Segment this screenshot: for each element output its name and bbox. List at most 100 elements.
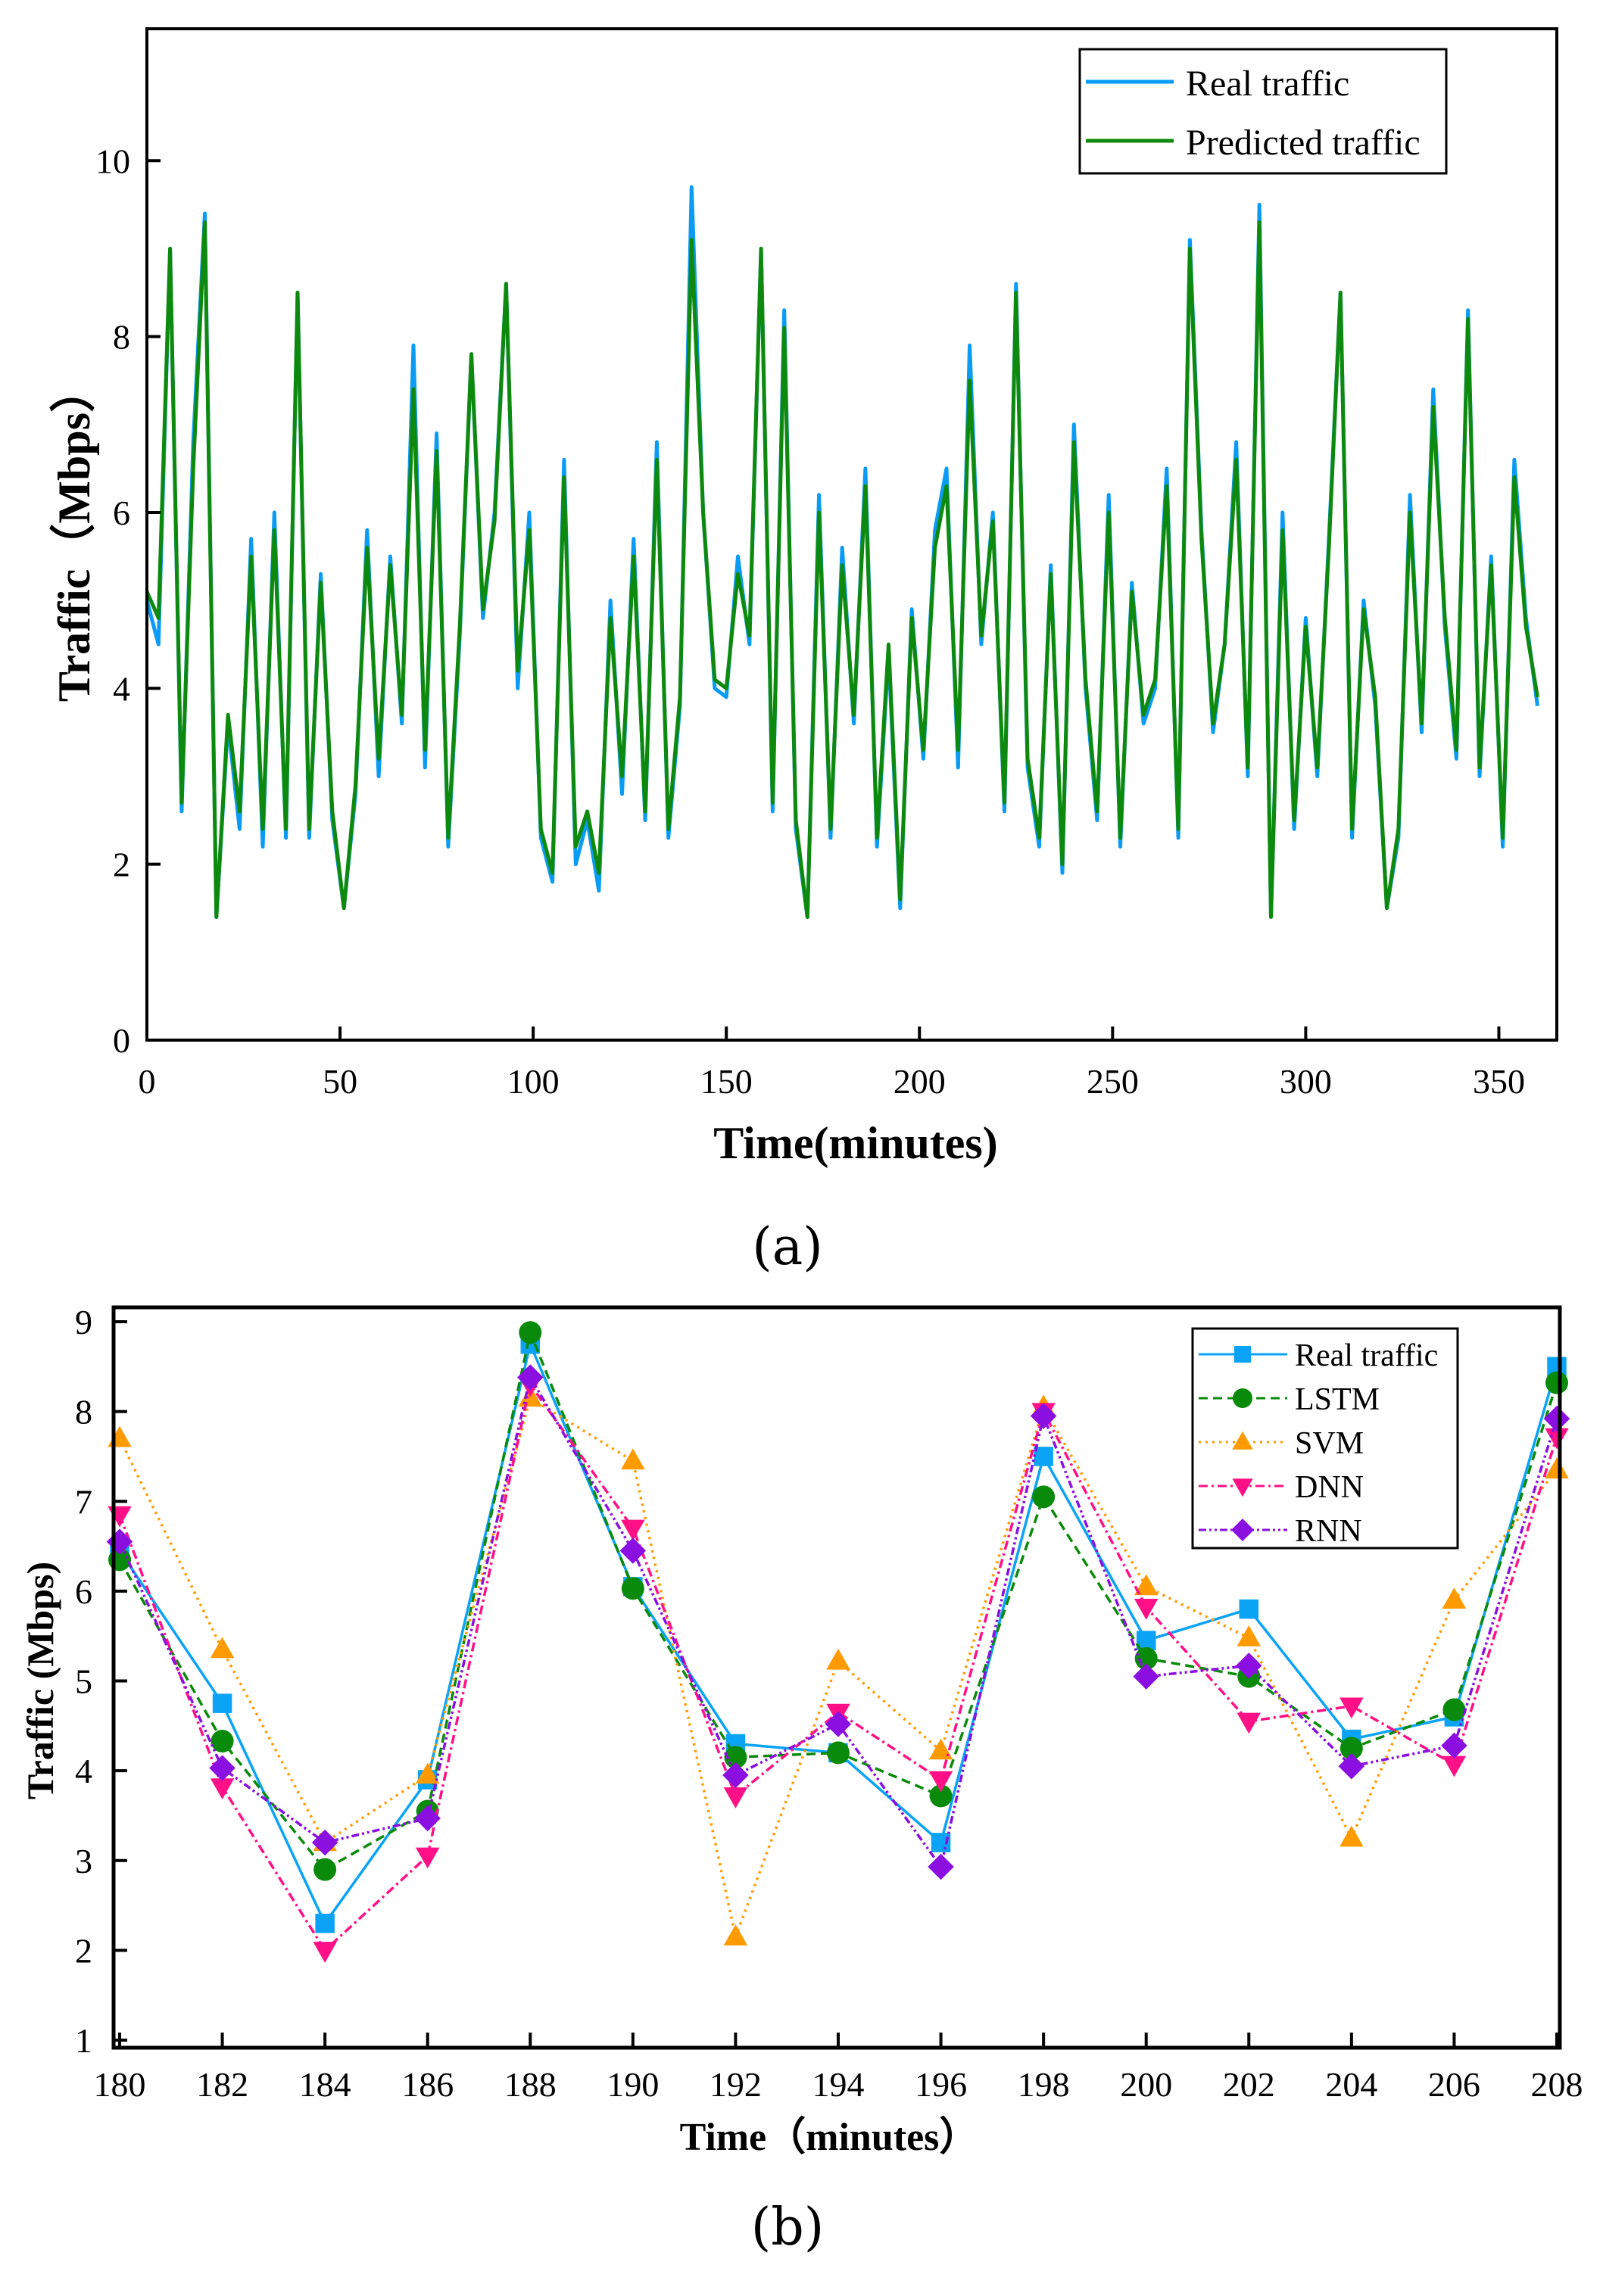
y-tick-label: 1 — [75, 2021, 92, 2060]
data-point-real-traffic — [212, 1693, 232, 1713]
chart-a-y-axis-label: Traffic（Mbps） — [48, 367, 99, 702]
data-point-svm — [1339, 1825, 1364, 1847]
x-tick-label: 200 — [894, 1062, 946, 1101]
x-tick-label: 208 — [1531, 2065, 1583, 2104]
x-tick-label: 190 — [607, 2065, 659, 2104]
data-point-dnn — [1237, 1712, 1262, 1734]
data-point-rnn — [517, 1364, 544, 1391]
y-tick-label: 4 — [75, 1752, 92, 1790]
x-tick-label: 100 — [507, 1062, 560, 1101]
x-tick-label: 350 — [1473, 1062, 1525, 1101]
x-tick-label: 198 — [1018, 2065, 1070, 2104]
data-point-real-traffic — [315, 1914, 335, 1933]
data-point-lstm — [1442, 1698, 1466, 1721]
chart-a-x-axis-label: Time(minutes) — [713, 1118, 998, 1168]
legend-label-rnn: RNN — [1295, 1514, 1362, 1549]
data-point-rnn — [1133, 1663, 1159, 1690]
x-tick-label: 204 — [1325, 2065, 1377, 2104]
legend-marker-svm — [1232, 1431, 1253, 1450]
chart-b-caption: (b) — [751, 2198, 825, 2257]
data-point-dnn — [621, 1519, 645, 1541]
x-tick-label: 192 — [709, 2065, 762, 2104]
legend-label-svm: SVM — [1295, 1426, 1364, 1461]
series-rnn — [106, 1364, 1570, 1880]
chart-b-y-axis-label: Traffic (Mbps) — [19, 1562, 61, 1799]
y-tick-label: 4 — [113, 669, 130, 708]
data-point-svm — [621, 1448, 645, 1470]
data-point-dnn — [723, 1787, 748, 1808]
chart-b: 180 182 184 186 188 190 192 194 196 198 200 202 204 2… — [19, 1303, 1583, 2257]
legend-marker-lstm — [1233, 1388, 1252, 1408]
data-point-svm — [210, 1637, 235, 1659]
legend-label-real-traffic: Real traffic — [1295, 1338, 1438, 1373]
y-tick-label: 8 — [75, 1393, 92, 1431]
x-tick-label: 300 — [1280, 1062, 1332, 1101]
y-tick-label: 6 — [113, 494, 130, 532]
x-tick-label: 206 — [1428, 2065, 1480, 2104]
data-point-dnn — [928, 1771, 953, 1793]
y-tick-label: 7 — [75, 1482, 92, 1521]
data-point-svm — [415, 1762, 440, 1784]
x-tick-label: 202 — [1223, 2065, 1275, 2104]
y-tick-label: 6 — [75, 1572, 92, 1611]
data-point-rnn — [825, 1711, 852, 1737]
chart-a-caption: (a) — [752, 1217, 823, 1277]
chart-b-x-axis-label: Time（minutes） — [680, 2115, 979, 2159]
data-point-rnn — [209, 1755, 235, 1781]
data-point-dnn — [108, 1506, 132, 1528]
data-point-svm — [1442, 1587, 1467, 1609]
data-point-dnn — [313, 1942, 337, 1963]
data-point-rnn — [619, 1537, 647, 1564]
data-point-svm — [1545, 1457, 1569, 1478]
y-tick-label: 3 — [75, 1842, 92, 1880]
x-tick-label: 150 — [700, 1062, 753, 1101]
x-tick-label: 186 — [401, 2065, 454, 2104]
data-point-dnn — [1545, 1428, 1569, 1450]
legend-marker-dnn — [1232, 1478, 1253, 1497]
chart-a: 0 50 100 150 200 250 300 350 0 2 4 6 8 10 Time(minute… — [48, 27, 1558, 1277]
data-point-rnn — [1338, 1752, 1365, 1780]
x-tick-label: 182 — [196, 2065, 248, 2104]
x-tick-label: 50 — [323, 1062, 357, 1101]
data-point-rnn — [1236, 1653, 1262, 1679]
x-tick-label: 180 — [94, 2065, 146, 2104]
data-point-lstm — [519, 1321, 542, 1344]
data-point-rnn — [928, 1853, 954, 1880]
data-point-lstm — [929, 1784, 953, 1808]
series-line-predicted-traffic — [145, 220, 1539, 919]
x-tick-label: 184 — [299, 2065, 351, 2104]
data-point-svm — [1237, 1625, 1262, 1646]
data-point-svm — [1134, 1574, 1159, 1596]
y-tick-label: 2 — [75, 1931, 92, 1970]
y-tick-label: 10 — [95, 142, 130, 180]
data-point-dnn — [210, 1778, 235, 1799]
data-point-lstm — [1545, 1371, 1568, 1394]
data-point-lstm — [1032, 1485, 1056, 1509]
legend-marker-real-traffic — [1233, 1345, 1252, 1363]
data-point-rnn — [722, 1762, 749, 1789]
data-point-rnn — [414, 1805, 441, 1832]
legend-label-predicted: Predicted traffic — [1186, 123, 1421, 163]
data-point-lstm — [211, 1729, 234, 1752]
data-point-lstm — [313, 1858, 337, 1881]
data-point-dnn — [415, 1847, 440, 1869]
x-tick-label: 188 — [504, 2065, 557, 2104]
data-point-dnn — [1134, 1598, 1159, 1620]
x-tick-label: 196 — [915, 2065, 967, 2104]
legend-label-lstm: LSTM — [1295, 1382, 1380, 1417]
data-point-svm — [108, 1425, 132, 1447]
legend-label-dnn: DNN — [1295, 1470, 1364, 1505]
data-point-rnn — [1543, 1405, 1570, 1432]
data-point-svm — [826, 1648, 850, 1670]
series-line-dnn — [118, 1381, 1558, 1953]
legend-label-real: Real traffic — [1186, 64, 1349, 104]
x-tick-label: 194 — [812, 2065, 865, 2104]
x-tick-label: 250 — [1087, 1062, 1139, 1101]
y-tick-label: 5 — [75, 1662, 92, 1701]
data-point-lstm — [621, 1577, 644, 1600]
x-tick-label: 200 — [1120, 2065, 1172, 2104]
y-tick-label: 8 — [113, 318, 130, 357]
chart-a-legend: Real traffic Predicted traffic — [1078, 48, 1448, 175]
legend-box — [1078, 48, 1448, 175]
